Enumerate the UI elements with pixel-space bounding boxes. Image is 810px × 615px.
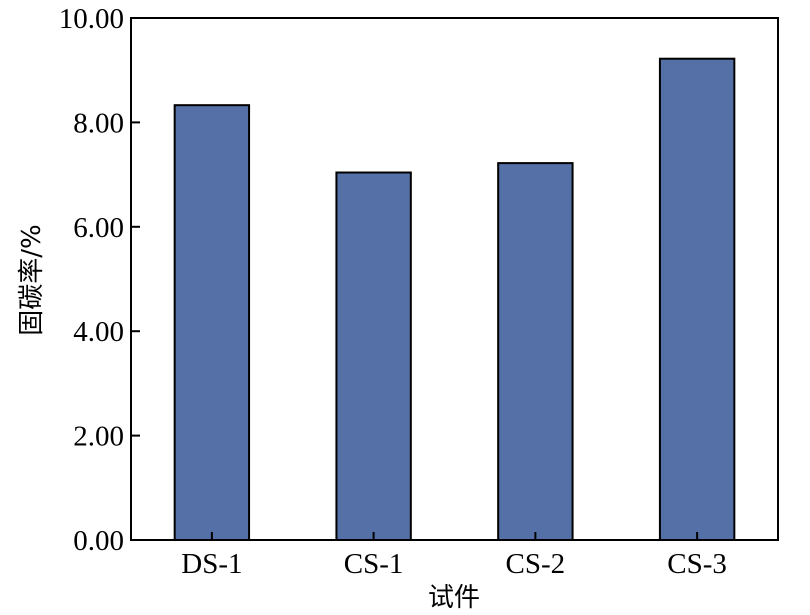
x-axis: DS-1 CS-1 CS-2 CS-3 (181, 532, 727, 580)
bar-cs-1 (335, 171, 412, 541)
y-tick-label: 6.00 (73, 212, 124, 244)
bar-cs-2 (497, 162, 574, 541)
x-axis-title: 试件 (428, 583, 480, 613)
bar-ds-1 (173, 104, 251, 541)
y-axis: 0.00 2.00 4.00 6.00 8.00 10.00 (59, 3, 140, 557)
bars-group (173, 57, 736, 541)
x-tick-label: CS-2 (506, 548, 566, 580)
plot-area-frame (130, 17, 779, 541)
y-axis-title: 固碳率/% (17, 224, 47, 335)
bar-cs-3 (658, 57, 736, 541)
y-tick-label: 0.00 (73, 525, 124, 557)
y-tick-label: 2.00 (73, 421, 124, 453)
x-tick-label: DS-1 (181, 548, 242, 580)
x-tick-label: CS-3 (667, 548, 727, 580)
y-tick-label: 4.00 (73, 316, 124, 348)
y-tick-label: 8.00 (73, 107, 124, 139)
x-tick-label: CS-1 (344, 548, 404, 580)
y-tick-label: 10.00 (59, 3, 124, 35)
